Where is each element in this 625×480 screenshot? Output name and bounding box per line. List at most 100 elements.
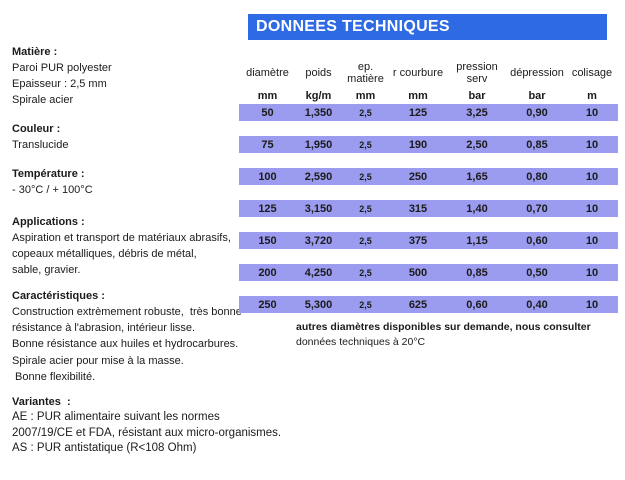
table-cell: 4,250 [304, 266, 333, 279]
table-cell: 10 [585, 138, 599, 151]
table-cell: 0,60 [526, 234, 548, 247]
table-row: 50 1,350 2,5 125 3,25 0,90 10 [239, 104, 618, 121]
table-cell: 250 [408, 170, 428, 183]
section-line: résistance à l'abrasion, intérieur lisse… [12, 322, 196, 335]
section-line: sable, gravier. [12, 264, 81, 276]
section-line: Construction extrèmement robuste, très b… [12, 306, 242, 318]
table-row: 125 3,150 2,5 315 1,40 0,70 10 [239, 200, 618, 217]
table-cell: 0,50 [526, 266, 548, 279]
table-cell: 125 [258, 202, 277, 215]
section-line: 2007/19/CE et FDA, résistant aux micro-o… [12, 426, 282, 439]
table-cell: 10 [585, 298, 599, 311]
section-heading: Caractéristiques : [12, 290, 105, 302]
section-line: Bonne résistance aux huiles et hydrocarb… [12, 338, 239, 351]
table-cell: 500 [408, 266, 428, 279]
section-line: AS : PUR antistatique (R<108 Ohm) [12, 442, 197, 454]
table-row: 200 4,250 2,5 500 0,85 0,50 10 [239, 264, 618, 281]
table-cell: 625 [408, 298, 428, 311]
unit-header: bar [528, 90, 546, 102]
table-units-row: mm kg/m mm mm bar bar m [239, 88, 618, 104]
table-cell: 2,50 [466, 138, 488, 151]
left-panel-section: Variantes : AE : PUR alimentaire suivant … [12, 394, 281, 457]
unit-header: bar [468, 90, 486, 102]
left-panel-section: Applications : Aspiration et transport de… [12, 214, 231, 278]
unit-header: m [587, 90, 597, 102]
column-header: diamètre [246, 67, 289, 79]
section-line: Spirale acier [12, 94, 74, 106]
unit-header: mm [355, 90, 376, 102]
table-cell: 2,5 [359, 107, 372, 118]
section-line: - 30°C / + 100°C [12, 184, 93, 196]
table-cell: 10 [585, 202, 599, 215]
section-line: AE : PUR alimentaire suivant les normes [12, 411, 220, 423]
table-body: 50 1,350 2,5 125 3,25 0,90 10 75 1,950 2,5 190 2,50… [239, 104, 618, 313]
table-cell: 50 [261, 106, 274, 119]
table-cell: 10 [585, 234, 599, 247]
table-cell: 2,5 [359, 139, 372, 150]
column-header: pression serv [456, 61, 498, 85]
table-cell: 1,950 [304, 138, 333, 151]
column-header: dépression [510, 67, 564, 79]
table-cell: 10 [585, 106, 599, 119]
table-cell: 2,5 [359, 171, 372, 182]
column-header: ep. matière [347, 61, 384, 85]
unit-header: kg/m [305, 90, 332, 102]
table-cell: 1,65 [466, 170, 488, 183]
table-cell: 2,5 [359, 299, 372, 310]
section-line: Epaisseur : 2,5 mm [12, 78, 107, 90]
section-heading: Applications : [12, 216, 85, 228]
data-table: diamètre poids ep. matière r courbure pressi… [239, 58, 618, 328]
table-cell: 2,5 [359, 267, 372, 278]
title-bar: DONNEES TECHNIQUES [248, 14, 607, 40]
section-line: Spirale acier pour mise à la masse. [12, 354, 184, 367]
table-cell: 1,15 [466, 234, 488, 247]
column-header: r courbure [392, 67, 444, 79]
table-cell: 190 [408, 138, 428, 151]
unit-header: mm [408, 90, 428, 102]
table-cell: 75 [261, 138, 274, 151]
table-cell: 5,300 [304, 298, 333, 311]
page-title: DONNEES TECHNIQUES [256, 18, 450, 35]
table-cell: 10 [585, 170, 599, 183]
section-heading: Température : [12, 168, 85, 180]
table-cell: 200 [258, 266, 277, 279]
table-header-row: diamètre poids ep. matière r courbure pressi… [239, 58, 618, 88]
table-cell: 0,80 [526, 170, 548, 183]
table-note-primary: autres diamètres disponibles sur demande… [296, 321, 591, 333]
table-cell: 150 [258, 234, 277, 247]
section-heading: Variantes : [12, 396, 71, 408]
table-row: 250 5,300 2,5 625 0,60 0,40 10 [239, 296, 618, 313]
table-cell: 315 [408, 202, 428, 215]
table-cell: 3,720 [304, 234, 333, 247]
table-cell: 100 [258, 170, 277, 183]
left-panel-section: Caractéristiques : Construction extrèmeme… [12, 288, 242, 385]
column-header: colisage [571, 67, 613, 79]
table-cell: 0,85 [466, 266, 488, 279]
table-cell: 3,25 [466, 106, 488, 119]
section-heading: Couleur : [12, 123, 61, 135]
unit-header: mm [257, 90, 278, 102]
table-note-secondary: données techniques à 20°C [296, 336, 426, 348]
section-line: Aspiration et transport de matériaux abr… [12, 232, 231, 244]
column-header: poids [305, 67, 332, 79]
table-cell: 125 [408, 106, 428, 119]
left-panel-section: Couleur : Translucide [12, 121, 68, 153]
table-cell: 3,150 [304, 202, 333, 215]
table-cell: 0,90 [526, 106, 548, 119]
table-cell: 0,70 [526, 202, 548, 215]
section-line: copeaux métalliques, débris de métal, [12, 248, 197, 260]
table-row: 150 3,720 2,5 375 1,15 0,60 10 [239, 232, 618, 249]
table-cell: 2,590 [304, 170, 333, 183]
table-cell: 375 [408, 234, 428, 247]
section-line: Bonne flexibilité. [12, 370, 96, 383]
section-line: Paroi PUR polyester [12, 62, 112, 74]
left-panel-section: Matière : Paroi PUR polyester Epaisseur : … [12, 44, 112, 108]
table-cell: 10 [585, 266, 599, 279]
table-cell: 0,40 [526, 298, 548, 311]
table-cell: 0,60 [466, 298, 488, 311]
table-row: 75 1,950 2,5 190 2,50 0,85 10 [239, 136, 618, 153]
table-cell: 1,350 [304, 106, 333, 119]
table-cell: 250 [258, 298, 277, 311]
table-row: 100 2,590 2,5 250 1,65 0,80 10 [239, 168, 618, 185]
